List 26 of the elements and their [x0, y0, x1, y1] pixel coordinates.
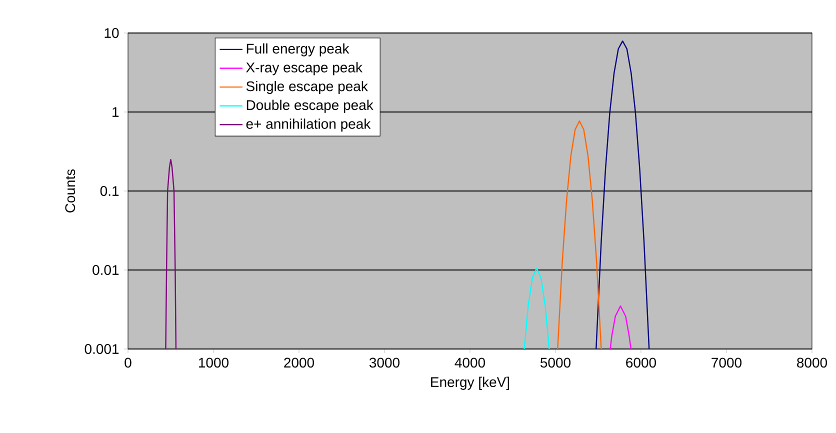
- y-axis-title: Counts: [65, 169, 76, 212]
- legend-label: e+ annihilation peak: [246, 118, 371, 132]
- y-tick-label: 0.1: [100, 186, 119, 196]
- line-series: [610, 305, 632, 350]
- x-tick-label: 7000: [712, 358, 742, 368]
- y-tick-label: 10: [104, 28, 119, 38]
- y-tick-label: 0.01: [92, 265, 119, 275]
- x-tick-label: 6000: [626, 358, 656, 368]
- line-series: [557, 120, 602, 350]
- legend-label: X-ray escape peak: [246, 62, 362, 76]
- line-series: [165, 158, 177, 350]
- legend-label: Full energy peak: [246, 43, 350, 56]
- legend-label: Single escape peak: [246, 80, 368, 94]
- y-tick-label: 1: [112, 107, 119, 117]
- x-tick-label: 5000: [540, 358, 571, 368]
- x-axis-title: Energy [keV]: [431, 376, 510, 390]
- legend-label: Double escape peak: [246, 100, 374, 113]
- x-tick-label: 0: [124, 358, 132, 368]
- x-tick-label: 4000: [454, 358, 486, 368]
- x-tick-label: 1000: [198, 358, 229, 368]
- line-series: [596, 40, 650, 350]
- y-tick-label: 0.001: [84, 344, 119, 354]
- x-tick-label: 3000: [369, 358, 400, 368]
- x-tick-label: 2000: [284, 358, 314, 368]
- line-series: [524, 268, 550, 350]
- x-tick-label: 8000: [797, 358, 828, 368]
